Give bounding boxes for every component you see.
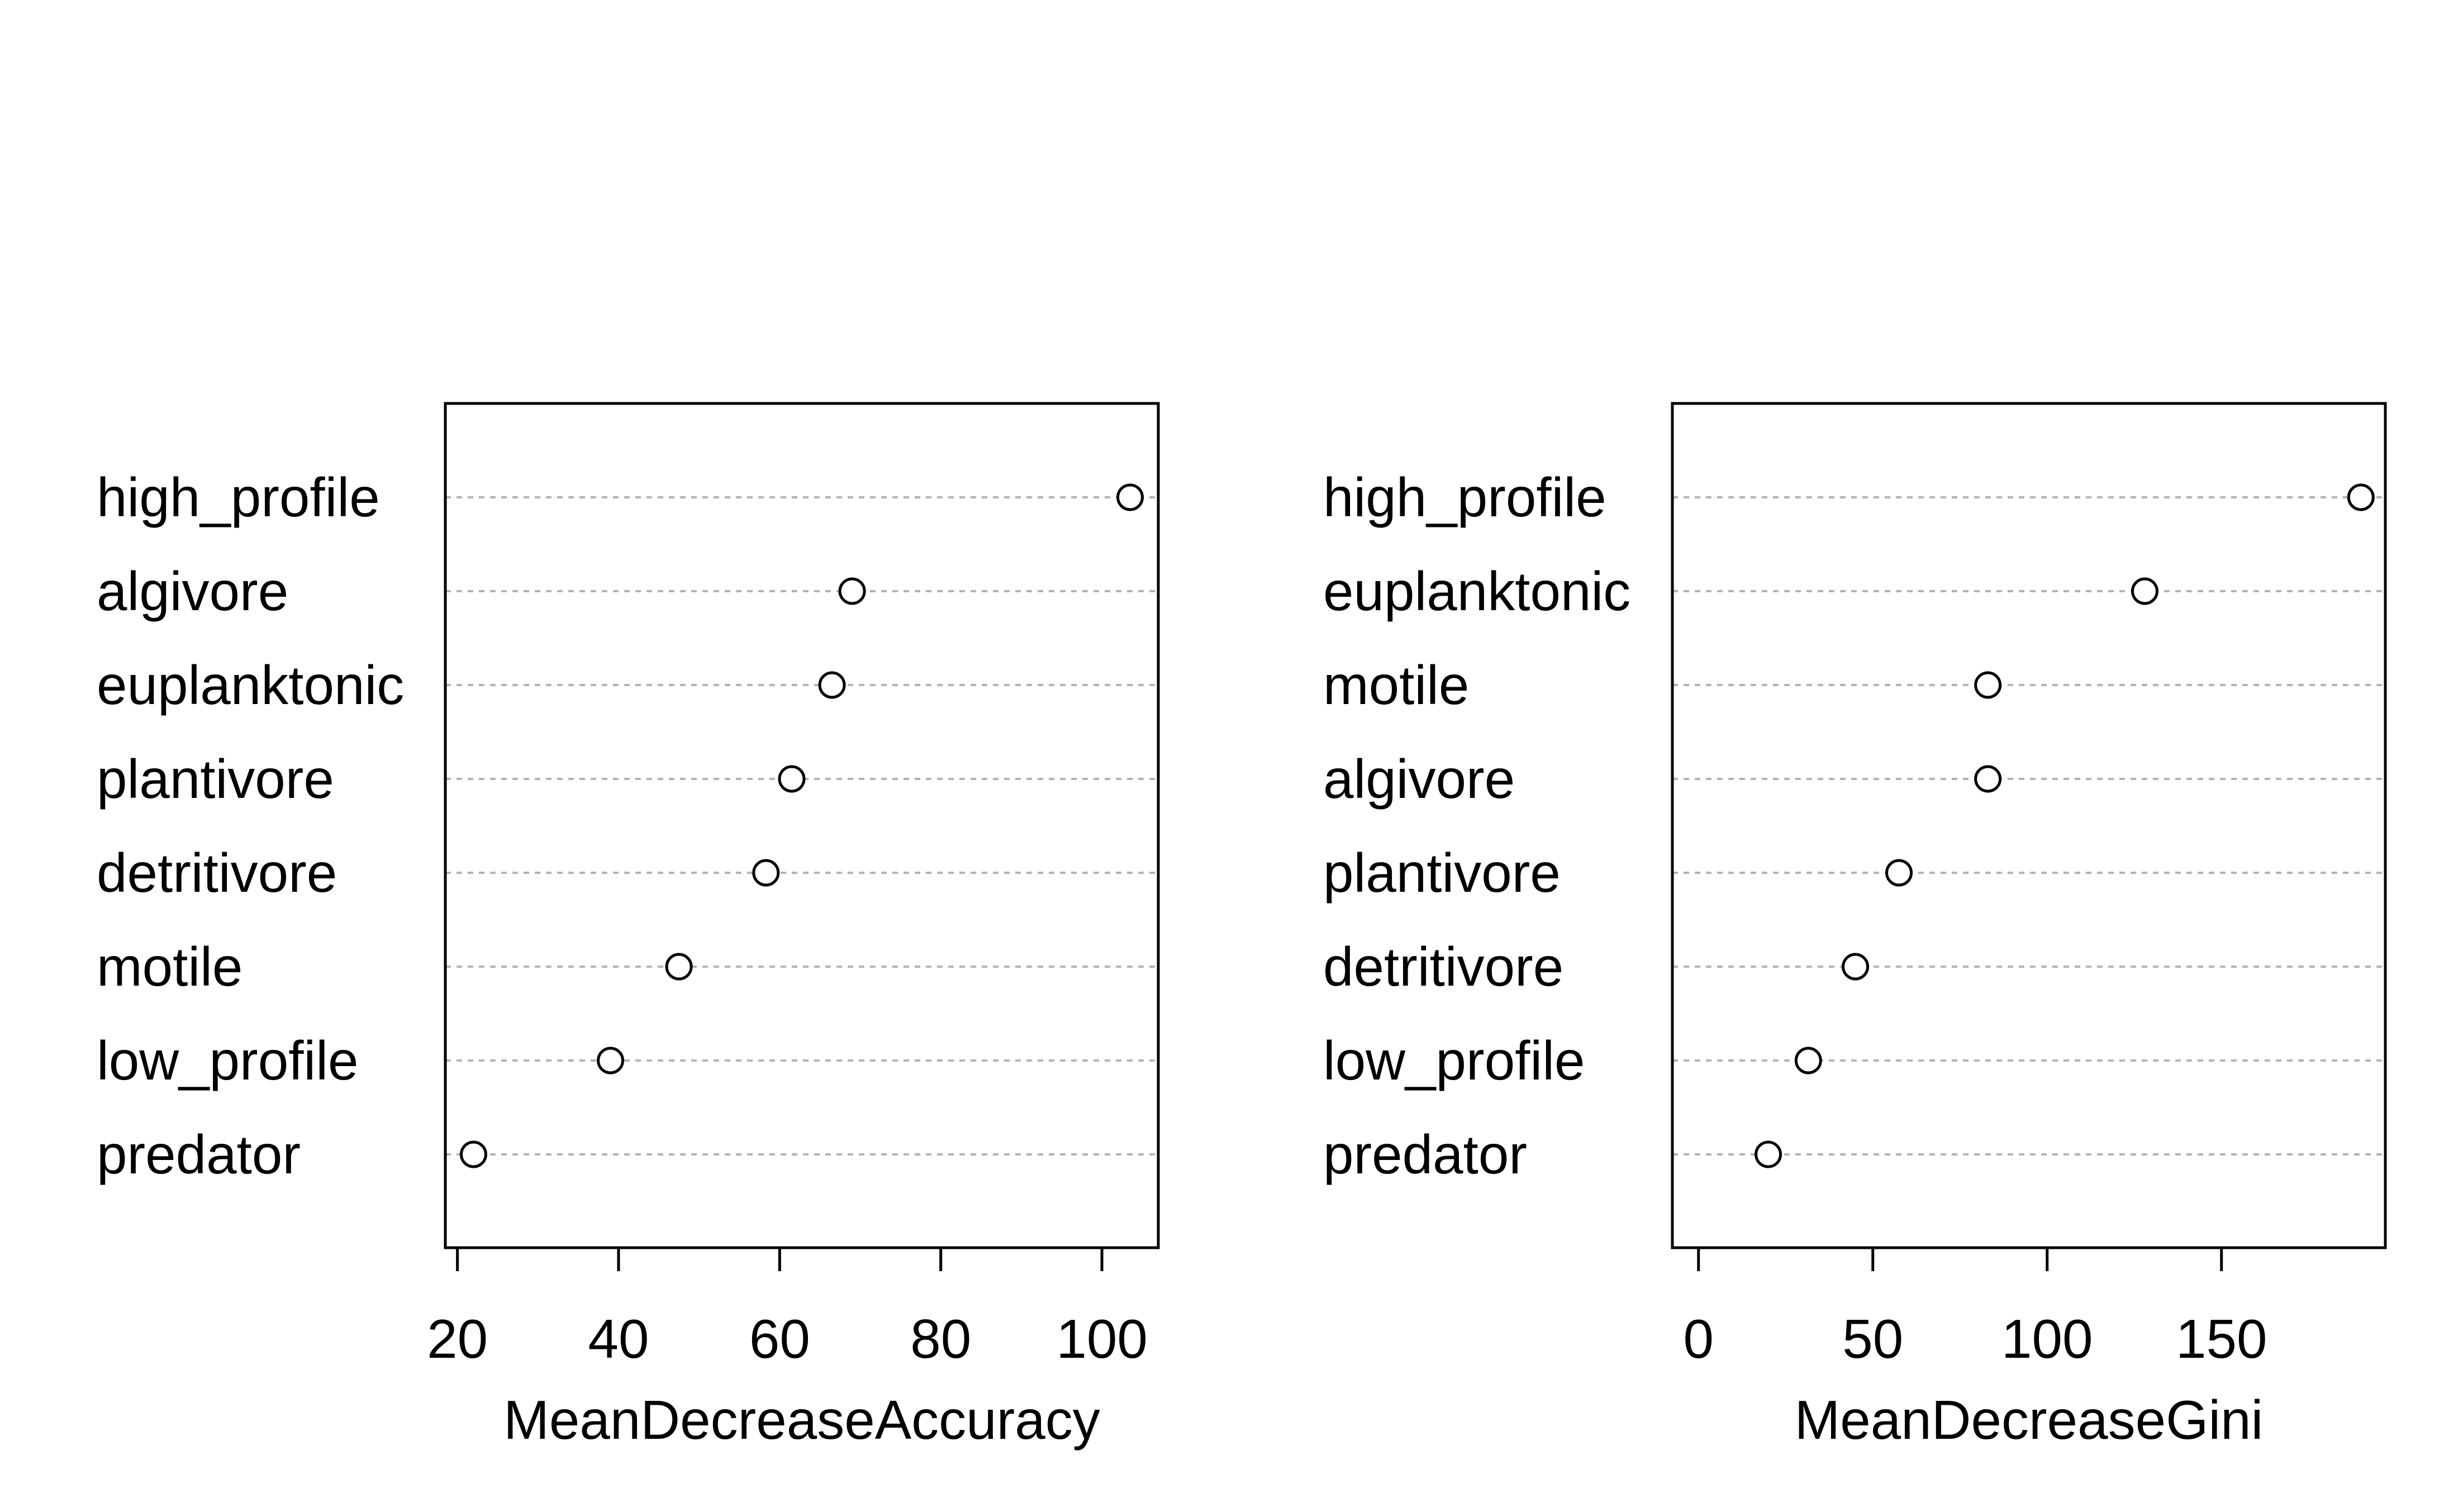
x-tick-label: 100 [1056, 1308, 1148, 1370]
category-label: algivore [1323, 748, 1515, 810]
data-point [2347, 483, 2375, 511]
category-label: low_profile [97, 1030, 358, 1091]
data-point [1885, 859, 1913, 887]
category-label: detritivore [1323, 936, 1563, 997]
x-tick-label: 80 [910, 1308, 971, 1370]
data-point [1974, 765, 2002, 793]
data-point [665, 953, 693, 981]
data-point [1754, 1140, 1782, 1168]
data-point [778, 765, 806, 793]
plot-frame [1671, 402, 2387, 1249]
data-point [1794, 1047, 1822, 1074]
category-label: euplanktonic [1323, 560, 1630, 622]
category-label: high_profile [97, 467, 380, 528]
data-point [1116, 483, 1144, 511]
x-tick-label: 40 [588, 1308, 649, 1370]
data-point [1842, 953, 1870, 981]
x-axis-title: MeanDecreaseGini [1795, 1389, 2264, 1451]
x-tick-label: 150 [2176, 1308, 2267, 1370]
x-tick-label: 0 [1684, 1308, 1714, 1370]
category-label: algivore [97, 560, 288, 622]
category-label: predator [97, 1124, 301, 1185]
category-label: high_profile [1323, 467, 1606, 528]
data-point [459, 1140, 487, 1168]
category-label: detritivore [97, 842, 337, 904]
plot-frame [444, 402, 1160, 1249]
data-point [1974, 671, 2002, 699]
category-label: plantivore [1323, 842, 1561, 904]
x-axis-title: MeanDecreaseAccuracy [503, 1389, 1100, 1451]
category-label: motile [97, 936, 243, 997]
data-point [838, 577, 866, 605]
accuracy-panel: high_profile algivore euplanktonic plantivo… [97, 402, 1160, 1451]
category-label: predator [1323, 1124, 1527, 1185]
gini-panel: high_profile euplanktonic motile algivore pl… [1323, 402, 2387, 1451]
category-label: plantivore [97, 748, 334, 810]
x-tick-label: 20 [427, 1308, 488, 1370]
data-point [752, 859, 780, 887]
category-label: euplanktonic [97, 654, 404, 716]
x-tick-label: 50 [1842, 1308, 1903, 1370]
x-tick-label: 100 [2001, 1308, 2093, 1370]
category-label: low_profile [1323, 1030, 1585, 1091]
category-label: motile [1323, 654, 1469, 716]
data-point [597, 1047, 625, 1074]
x-tick-label: 60 [749, 1308, 810, 1370]
data-point [2131, 577, 2158, 605]
data-point [818, 671, 846, 699]
